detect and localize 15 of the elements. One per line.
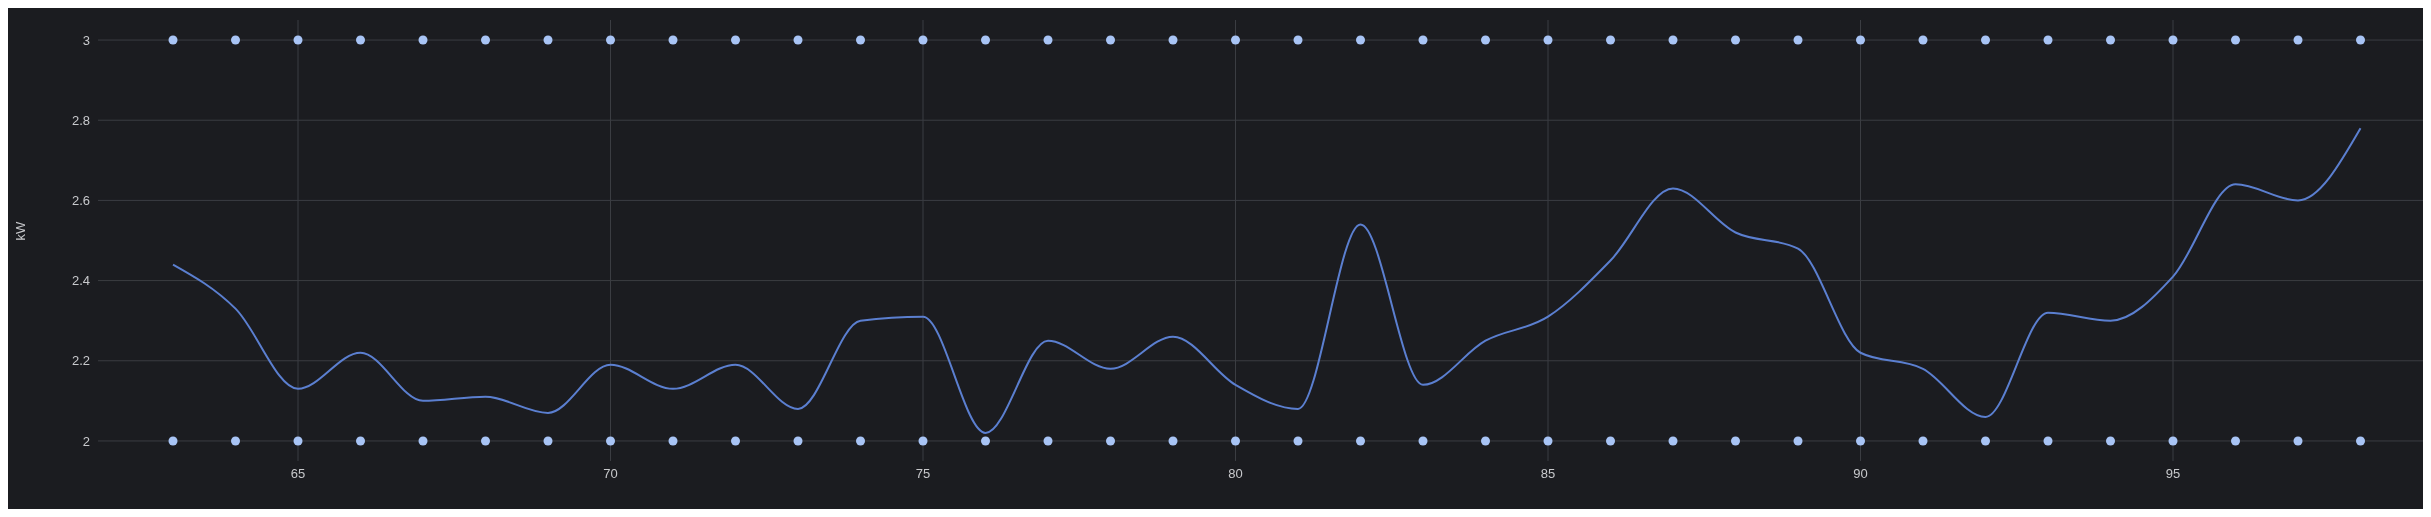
y-tick-label: 3 xyxy=(82,32,90,48)
y-tick-label: 2.2 xyxy=(71,353,90,369)
y-tick-label: 2.6 xyxy=(71,193,90,209)
y-tick-label: 2.4 xyxy=(71,273,90,289)
x-tick-label: 70 xyxy=(603,466,618,482)
y-tick-label: 2.8 xyxy=(71,112,90,128)
x-tick-label: 85 xyxy=(1540,466,1556,482)
x-tick-label: 95 xyxy=(2165,466,2181,482)
y-axis-title: kW xyxy=(12,221,28,241)
line-series xyxy=(172,127,2362,434)
x-tick-label: 80 xyxy=(1228,466,1243,482)
y-tick-label: 2 xyxy=(82,433,90,449)
x-tick-label: 65 xyxy=(290,466,306,482)
x-tick-label: 75 xyxy=(915,466,931,482)
x-tick-label: 90 xyxy=(1853,466,1868,482)
